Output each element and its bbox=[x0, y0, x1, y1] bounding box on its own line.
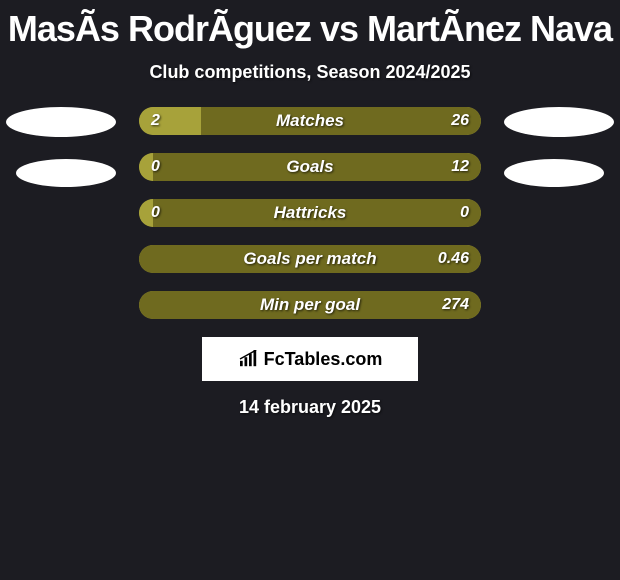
logo: FcTables.com bbox=[238, 349, 383, 370]
logo-text: FcTables.com bbox=[264, 349, 383, 370]
bar-label: Min per goal bbox=[139, 291, 481, 319]
stat-bar: Goals per match0.46 bbox=[139, 245, 481, 273]
bar-value-right: 26 bbox=[451, 107, 469, 135]
stat-bar: Goals0 12 bbox=[139, 153, 481, 181]
bar-value-right: 274 bbox=[442, 291, 469, 319]
page-title: MasÃ­s RodrÃ­guez vs MartÃ­nez Nava bbox=[0, 0, 620, 50]
stat-bar: Hattricks0 0 bbox=[139, 199, 481, 227]
player-right-avatar-1 bbox=[504, 107, 614, 137]
stat-bar: Min per goal274 bbox=[139, 291, 481, 319]
bar-chart-icon bbox=[238, 350, 260, 368]
bar-label: Hattricks bbox=[139, 199, 481, 227]
comparison-body: Matches226Goals012Hattricks00Goals per m… bbox=[0, 107, 620, 418]
bar-value-left: 2 bbox=[151, 107, 160, 135]
bar-value-right: 0 bbox=[460, 199, 469, 227]
bar-label: Matches bbox=[139, 107, 481, 135]
player-left-avatar-2 bbox=[16, 159, 116, 187]
bar-label: Goals per match bbox=[139, 245, 481, 273]
logo-box: FcTables.com bbox=[202, 337, 418, 381]
player-left-avatar-1 bbox=[6, 107, 116, 137]
date-label: 14 february 2025 bbox=[0, 397, 620, 418]
stat-bars: Matches226Goals012Hattricks00Goals per m… bbox=[139, 107, 481, 319]
bar-value-left: 0 bbox=[151, 153, 160, 181]
bar-value-right: 0.46 bbox=[438, 245, 469, 273]
bar-value-right: 12 bbox=[451, 153, 469, 181]
player-right-avatar-2 bbox=[504, 159, 604, 187]
stat-bar: Matches2 26 bbox=[139, 107, 481, 135]
subtitle: Club competitions, Season 2024/2025 bbox=[0, 62, 620, 83]
bar-value-left: 0 bbox=[151, 199, 160, 227]
bar-label: Goals bbox=[139, 153, 481, 181]
